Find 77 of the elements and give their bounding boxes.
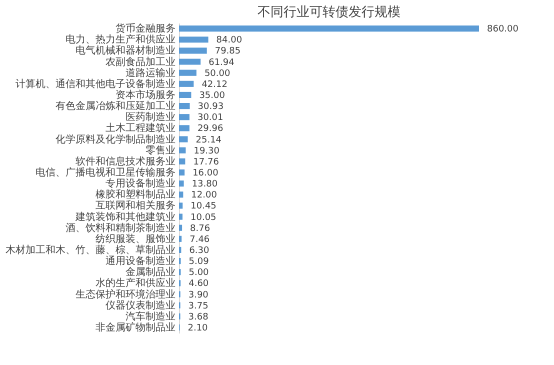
- data-label: 35.00: [199, 90, 226, 101]
- y-tick-label: 零售业: [146, 144, 176, 156]
- data-label: 25.14: [196, 135, 222, 146]
- data-label: 16.00: [192, 168, 219, 178]
- bar: [179, 48, 207, 54]
- y-tick-label: 专用设备制造业: [106, 178, 176, 190]
- y-tick-label: 医药制造业: [126, 111, 176, 124]
- data-label: 3.90: [188, 290, 209, 300]
- y-tick-label: 化学原料及化学制品制造业: [56, 133, 176, 146]
- y-tick-label: 酒、饮料和精制茶制造业: [66, 222, 176, 234]
- y-tick-label: 道路运输业: [126, 66, 176, 79]
- bar: [179, 25, 479, 32]
- data-label: 42.12: [202, 80, 228, 90]
- y-tick-label: 农副食品加工业: [106, 56, 176, 68]
- bar: [179, 214, 183, 220]
- bar: [179, 36, 208, 43]
- y-tick-label: 互联网和相关服务: [96, 200, 176, 212]
- y-tick-label: 生态保护和环境治理业: [76, 288, 176, 300]
- y-tick-label: 汽车制造业: [126, 310, 176, 322]
- bar: [179, 114, 190, 120]
- data-label: 79.85: [214, 46, 241, 57]
- bar: [179, 147, 186, 154]
- y-tick-label: 货币金融服务: [116, 22, 176, 35]
- data-label: 30.93: [198, 102, 224, 112]
- y-tick-label: 通用设备制造业: [106, 255, 176, 268]
- y-tick-label: 土木工程建筑业: [106, 122, 176, 134]
- bar: [179, 125, 190, 132]
- bar: [179, 70, 196, 76]
- data-label: 61.94: [208, 58, 235, 68]
- data-label: 5.00: [188, 268, 210, 278]
- bar: [179, 158, 186, 164]
- y-tick-label: 木材加工和木、竹、藤、棕、草制品业: [6, 244, 176, 256]
- data-label: 50.00: [204, 68, 230, 79]
- bar: [179, 236, 182, 242]
- y-tick-label: 电信、广播电视和卫星传输服务: [36, 166, 176, 178]
- data-label: 84.00: [216, 36, 242, 46]
- data-label: 12.00: [191, 190, 218, 201]
- bar: [179, 169, 185, 176]
- data-label: 3.68: [188, 312, 209, 322]
- y-tick-label: 建筑装饰和其他建筑业: [74, 210, 176, 223]
- data-label: 5.09: [188, 257, 210, 268]
- y-tick-label: 有色金属冶炼和压延加工业: [56, 100, 176, 112]
- bar: [179, 136, 188, 142]
- y-tick-label: 金属制品业: [126, 266, 176, 278]
- y-tick-label: 计算机、通信和其他电子设备制造业: [16, 78, 176, 90]
- bar: [179, 58, 201, 65]
- data-label: 8.76: [190, 224, 210, 234]
- chart-title: 不同行业可转债发行规模: [258, 5, 400, 20]
- y-tick-label: 电气机械和器材制造业: [76, 44, 176, 57]
- data-label: 19.30: [194, 146, 220, 156]
- data-label: 29.96: [197, 124, 224, 134]
- data-label: 7.46: [190, 234, 210, 245]
- data-label: 6.30: [189, 246, 210, 256]
- data-label: 2.10: [188, 323, 208, 334]
- data-label: 13.80: [192, 180, 218, 190]
- bar: [179, 224, 182, 231]
- data-label: 10.05: [190, 212, 216, 223]
- data-label: 17.76: [193, 157, 220, 168]
- bar: [179, 92, 192, 98]
- y-tick-label: 资本市场服务: [116, 88, 176, 101]
- y-tick-label: 软件和信息技术服务业: [76, 155, 176, 168]
- bar: [179, 80, 194, 87]
- y-tick-label: 纺织服装、服饰业: [96, 232, 176, 245]
- bar: [179, 202, 183, 209]
- data-label: 4.60: [188, 279, 209, 290]
- bar: [179, 192, 184, 198]
- bar: [179, 102, 190, 110]
- y-tick-label: 橡胶和塑料制品业: [96, 188, 176, 201]
- bar: [179, 180, 184, 187]
- y-tick-label: 仪器仪表制造业: [106, 299, 176, 312]
- data-label: 30.01: [197, 113, 224, 124]
- data-label: 3.75: [188, 301, 208, 312]
- data-label: 860.00: [487, 24, 519, 35]
- y-tick-label: 非金属矿物制品业: [96, 321, 176, 334]
- y-tick-label: 水的生产和供应业: [96, 277, 176, 290]
- data-label: 10.45: [190, 202, 216, 212]
- y-tick-label: 电力、热力生产和供应业: [66, 34, 176, 46]
